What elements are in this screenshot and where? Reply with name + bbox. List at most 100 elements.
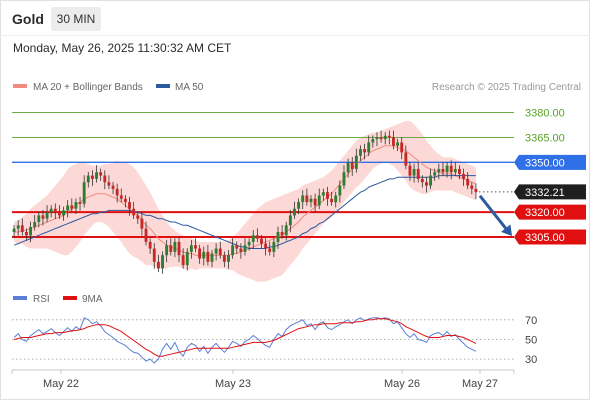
rsi-tick-label: 70: [525, 315, 537, 327]
candle: [181, 248, 185, 269]
candle: [222, 251, 226, 268]
timeframe-badge[interactable]: 30 MIN: [51, 7, 101, 31]
candle: [86, 171, 90, 188]
candle: [396, 138, 400, 152]
candle: [136, 211, 140, 225]
candle: [41, 210, 45, 226]
candle: [354, 148, 358, 173]
candle: [453, 161, 457, 176]
instrument-title: Gold: [12, 11, 44, 27]
level-tag-3320-00: 3320.00: [514, 204, 586, 220]
candle: [144, 221, 148, 246]
candle: [350, 157, 354, 176]
candle: [260, 234, 263, 249]
candle: [247, 238, 251, 251]
candle: [404, 145, 408, 170]
candle: [363, 143, 367, 160]
candle: [375, 132, 379, 147]
candle: [433, 168, 437, 181]
level-label-3380-00: 3380.00: [525, 108, 565, 120]
candle: [342, 165, 346, 190]
legend-9ma-label: 9MA: [82, 294, 103, 305]
legend-swatch-ma20: [13, 84, 27, 88]
legend-swatch-9ma: [63, 296, 77, 300]
candle: [334, 191, 338, 208]
candle: [95, 165, 98, 183]
candle: [177, 236, 181, 263]
candle: [49, 205, 53, 218]
candle: [115, 183, 119, 203]
candle: [301, 190, 305, 210]
candle: [119, 188, 123, 203]
candle: [338, 180, 342, 203]
candle: [57, 205, 61, 220]
candle: [74, 198, 78, 215]
level-tag-3350-00: 3350.00: [514, 154, 586, 170]
candle: [280, 225, 284, 239]
rsi-9ma-line: [13, 318, 477, 357]
candle: [107, 175, 111, 190]
legend-swatch-rsi: [13, 296, 27, 300]
candle: [206, 244, 210, 266]
candle: [218, 241, 222, 259]
candle: [128, 196, 131, 216]
candle: [173, 238, 177, 258]
svg-text:3320.00: 3320.00: [525, 207, 565, 219]
candle: [161, 251, 164, 274]
candles-layer: [12, 130, 478, 274]
x-axis: May 22 May 23 May 26 May 27: [11, 370, 515, 390]
candle: [53, 203, 57, 220]
candle: [12, 225, 16, 238]
candle: [441, 161, 445, 176]
rsi-tick-label: 50: [525, 334, 537, 346]
candle: [103, 170, 107, 190]
legend-credit: Research © 2025 Trading Central: [432, 82, 581, 93]
candle: [156, 254, 160, 273]
legend-ma20-label: MA 20 + Bollinger Bands: [33, 82, 143, 93]
candle: [111, 181, 115, 195]
candle: [309, 195, 313, 208]
candle: [239, 243, 243, 259]
candle: [227, 249, 230, 269]
candle: [24, 228, 28, 241]
candle: [416, 161, 420, 183]
candle: [305, 188, 309, 206]
candle: [367, 135, 371, 157]
candle: [194, 238, 197, 253]
rsi-panel: 70 50 30: [12, 315, 537, 366]
candle: [185, 248, 189, 271]
candle: [437, 163, 441, 180]
candle: [210, 249, 214, 268]
candle: [276, 226, 280, 249]
price-labels-layer: 3380.00 3365.00 3350.00 3320.00 3305.00 3332.…: [514, 108, 586, 245]
candle: [214, 243, 218, 261]
forecast-layer: [478, 194, 512, 236]
levels-layer: [12, 112, 514, 238]
candle: [371, 135, 375, 148]
candle: [189, 239, 193, 259]
candle: [78, 196, 82, 211]
candle: [70, 198, 74, 213]
candle: [326, 186, 329, 206]
candle: [37, 211, 41, 228]
rsi-line: [13, 317, 477, 364]
x-tick-label: May 22: [43, 378, 79, 390]
candle: [198, 244, 202, 264]
svg-text:3305.00: 3305.00: [525, 232, 565, 244]
candle: [457, 165, 461, 180]
x-tick-label: May 23: [215, 378, 251, 390]
candle: [317, 188, 321, 210]
candle: [466, 171, 470, 190]
candle: [400, 137, 404, 160]
forecast-arrow-head: [501, 224, 512, 236]
rsi-tick-label: 30: [525, 354, 537, 366]
candle: [82, 175, 86, 208]
level-label-3365-00: 3365.00: [525, 132, 565, 144]
last-price-tag: 3332.21: [514, 184, 586, 200]
legend-ma50-label: MA 50: [175, 82, 204, 93]
chart-header: Gold 30 MIN: [0, 0, 590, 36]
candle: [293, 201, 296, 220]
chart-datetime: Monday, May 26, 2025 11:30:32 AM CET: [13, 41, 232, 55]
candle: [255, 228, 259, 243]
